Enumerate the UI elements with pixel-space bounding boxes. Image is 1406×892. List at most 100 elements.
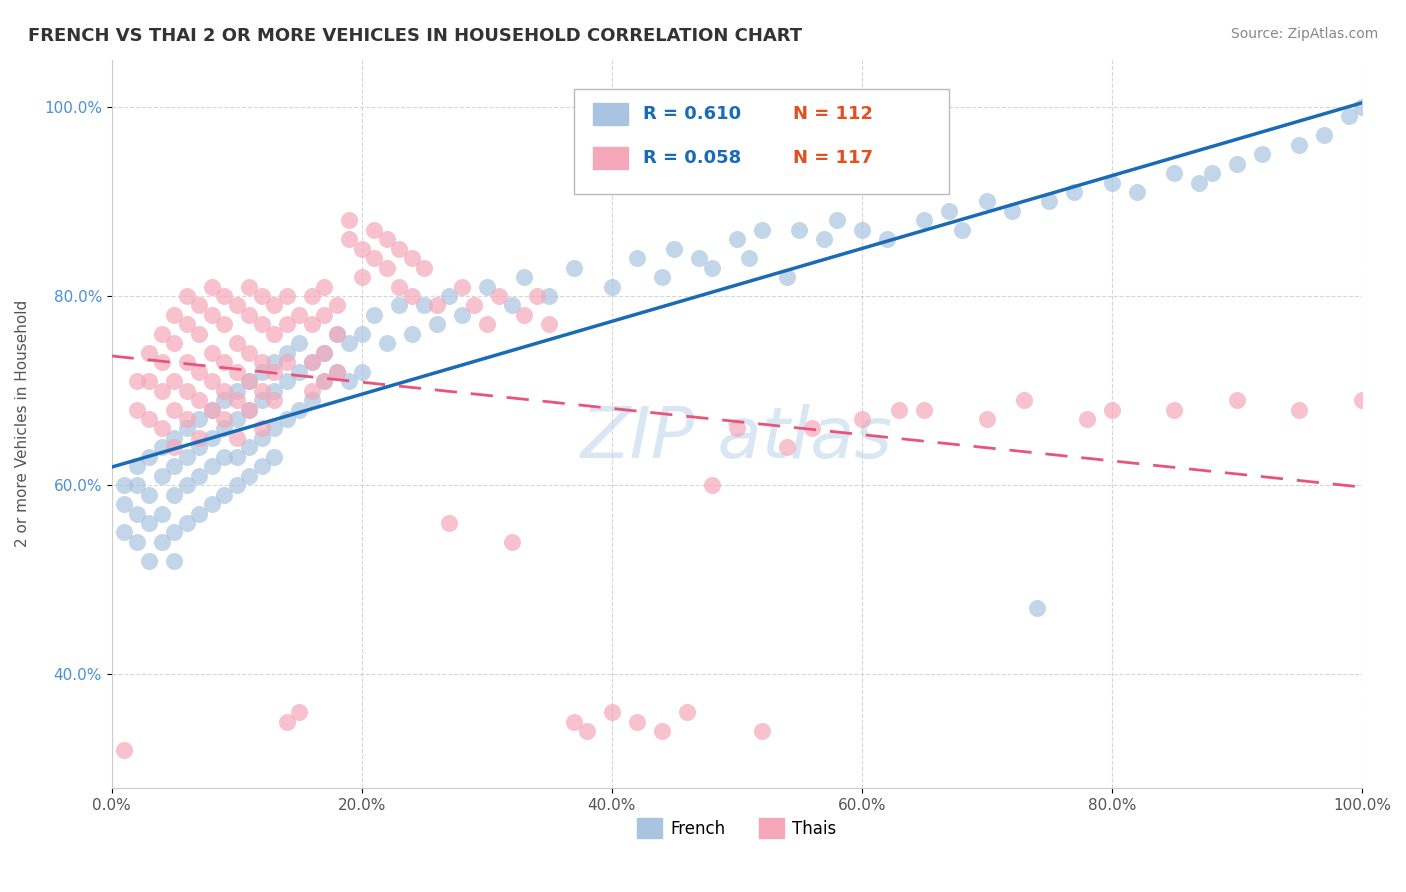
Point — [475, 318, 498, 332]
Point — [276, 318, 298, 332]
Point — [138, 488, 160, 502]
Point — [201, 497, 224, 511]
Point — [188, 507, 211, 521]
Point — [651, 270, 673, 285]
Point — [626, 251, 648, 265]
Point — [238, 374, 260, 388]
Point — [188, 441, 211, 455]
Point — [463, 298, 485, 312]
Bar — [593, 147, 628, 169]
Point — [388, 298, 411, 312]
Point — [375, 260, 398, 275]
Point — [450, 279, 472, 293]
Point — [263, 326, 285, 341]
Point — [314, 279, 336, 293]
Text: N = 112: N = 112 — [793, 105, 873, 123]
Point — [513, 270, 536, 285]
Point — [250, 393, 273, 408]
Point — [125, 478, 148, 492]
Point — [201, 346, 224, 360]
Point — [1001, 203, 1024, 218]
Point — [1226, 393, 1249, 408]
Point — [176, 355, 198, 369]
Point — [150, 421, 173, 435]
Point — [163, 525, 186, 540]
Point — [301, 355, 323, 369]
Point — [276, 412, 298, 426]
Point — [301, 289, 323, 303]
Point — [276, 714, 298, 729]
Point — [401, 326, 423, 341]
Point — [725, 421, 748, 435]
Text: Source: ZipAtlas.com: Source: ZipAtlas.com — [1230, 27, 1378, 41]
Point — [250, 289, 273, 303]
Point — [238, 402, 260, 417]
Point — [212, 421, 235, 435]
Point — [350, 270, 373, 285]
Point — [325, 365, 347, 379]
Point — [125, 507, 148, 521]
Point — [163, 554, 186, 568]
Point — [176, 478, 198, 492]
Point — [112, 478, 135, 492]
Point — [276, 374, 298, 388]
Point — [976, 194, 998, 209]
Point — [263, 298, 285, 312]
Point — [188, 326, 211, 341]
Point — [150, 355, 173, 369]
Point — [212, 355, 235, 369]
Point — [225, 336, 247, 351]
Point — [688, 251, 710, 265]
Point — [851, 223, 873, 237]
Point — [1201, 166, 1223, 180]
Point — [225, 384, 247, 398]
Point — [176, 450, 198, 464]
Point — [238, 308, 260, 322]
Point — [488, 289, 510, 303]
Point — [575, 724, 598, 739]
Point — [337, 374, 360, 388]
Point — [413, 260, 436, 275]
Point — [325, 365, 347, 379]
Point — [825, 213, 848, 227]
Point — [150, 441, 173, 455]
Point — [851, 412, 873, 426]
Point — [250, 384, 273, 398]
Point — [263, 421, 285, 435]
Point — [263, 393, 285, 408]
Point — [138, 412, 160, 426]
Point — [301, 355, 323, 369]
Point — [1014, 393, 1036, 408]
Y-axis label: 2 or more Vehicles in Household: 2 or more Vehicles in Household — [15, 300, 30, 548]
Point — [314, 308, 336, 322]
Point — [263, 355, 285, 369]
Point — [138, 450, 160, 464]
Point — [125, 402, 148, 417]
Point — [1188, 176, 1211, 190]
Point — [1163, 402, 1185, 417]
Point — [150, 384, 173, 398]
Point — [201, 279, 224, 293]
Point — [1351, 100, 1374, 114]
Point — [201, 308, 224, 322]
Point — [776, 270, 799, 285]
Point — [1038, 194, 1060, 209]
Bar — [593, 103, 628, 125]
Point — [250, 318, 273, 332]
Point — [350, 242, 373, 256]
Point — [1163, 166, 1185, 180]
Point — [250, 365, 273, 379]
Point — [276, 355, 298, 369]
Point — [375, 232, 398, 246]
Text: R = 0.058: R = 0.058 — [643, 149, 741, 167]
Point — [600, 279, 623, 293]
Point — [163, 488, 186, 502]
Point — [225, 412, 247, 426]
Point — [725, 232, 748, 246]
Point — [301, 318, 323, 332]
Point — [426, 318, 449, 332]
Point — [976, 412, 998, 426]
Point — [176, 412, 198, 426]
Point — [288, 308, 311, 322]
Point — [437, 516, 460, 530]
